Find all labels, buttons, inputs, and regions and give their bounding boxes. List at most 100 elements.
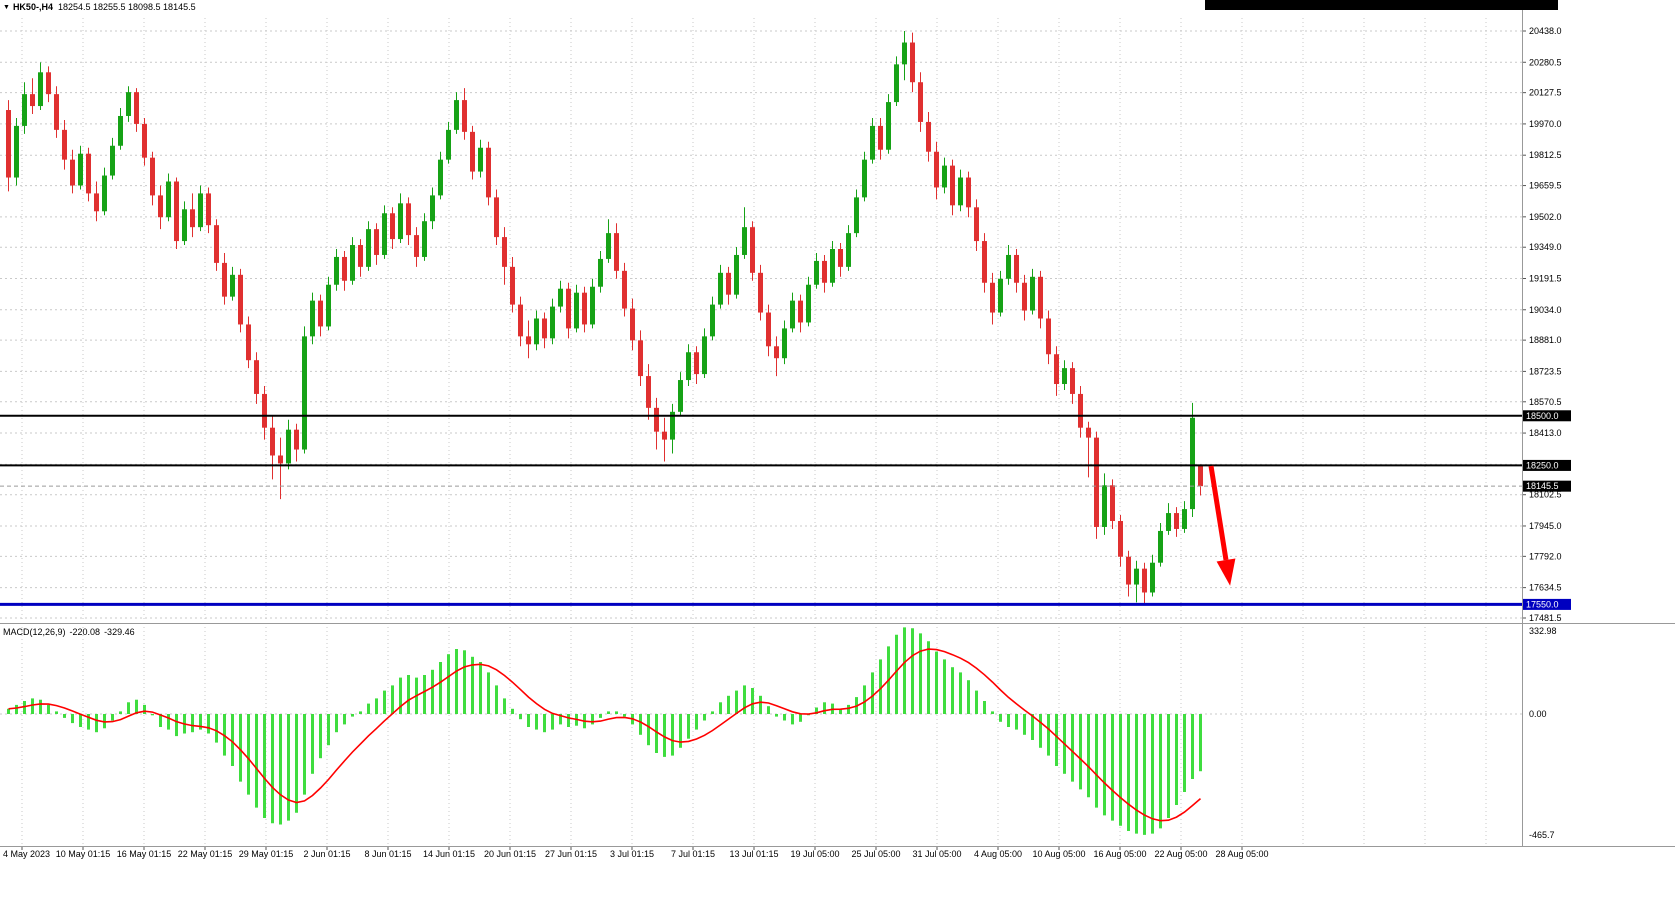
price-axis-label: 17481.5 [1529,613,1562,623]
candle-body [110,145,115,176]
ohlc-values: 18254.5 18255.5 18098.5 18145.5 [57,2,196,12]
candle-body [254,360,259,394]
candle-body [78,153,83,186]
candle-body [446,129,451,160]
candle-body [510,266,515,305]
candle-body [1150,562,1155,593]
candle-body [718,272,723,305]
time-axis-label: 27 Jun 01:15 [545,849,597,859]
price-badge-label: 18250.0 [1526,460,1559,470]
candle-body [926,121,931,152]
candle-body [126,92,131,116]
candle-body [142,123,147,158]
candle-body [886,102,891,150]
candle-body [710,304,715,337]
candle-body [726,272,731,295]
candle-body [534,318,539,345]
candle-body [1110,485,1115,522]
macd-label: MACD(12,26,9) [3,627,66,637]
candle-body [1038,276,1043,319]
candle-body [350,245,355,281]
candle-body [574,292,579,329]
candle-body [494,197,499,238]
price-badge [1523,410,1571,422]
candle-body [606,233,611,259]
price-axis-label: 18723.5 [1529,366,1562,376]
price-axis-label: 20438.0 [1529,26,1562,36]
time-axis-label: 10 Aug 05:00 [1032,849,1085,859]
candle-body [822,260,827,283]
candle-body [894,64,899,103]
time-axis-label: 7 Jul 01:15 [671,849,715,859]
candle-body [798,300,803,323]
symbol-name: HK50-,H4 [12,2,53,12]
candle-body [862,159,867,198]
annotation-layer[interactable] [1208,465,1236,586]
candle-body [566,288,571,329]
candle-body [1174,513,1179,529]
price-axis-label: 17792.0 [1529,551,1562,561]
top-black-bar [1205,0,1558,10]
candle-body [550,306,555,339]
candle-body [334,256,339,285]
price-axis-label: 20127.5 [1529,88,1562,98]
candle-body [390,213,395,240]
candle-body [62,129,67,160]
candle-body [846,233,851,267]
candle-body [158,195,163,218]
candle-body [750,227,755,273]
price-badge [1523,480,1571,492]
candle-body [414,235,419,257]
candle-body [1182,509,1187,529]
candle-body [998,278,1003,313]
candle-body [310,300,315,337]
time-axis[interactable]: 4 May 2023 10 May 01:15 16 May 01:15 22 May… [3,846,1269,859]
candle-body [166,181,171,218]
candle-body [134,92,139,124]
candle-body [14,125,19,178]
candle-body [318,300,323,327]
macd-axis-label: 332.98 [1529,626,1557,636]
candle-body [982,241,987,283]
candle-body [966,177,971,208]
candle-body [270,427,275,456]
macd-indicator-label: MACD(12,26,9) -220.08 -329.46 [3,627,139,638]
symbol-dropdown-icon[interactable]: ▼ [3,4,10,11]
candle-body [1014,254,1019,283]
time-axis-label: 28 Aug 05:00 [1215,849,1268,859]
candle-body [1062,368,1067,385]
down-arrow-shaft[interactable] [1208,465,1229,561]
candle-body [1158,530,1163,563]
candle-body [502,237,507,267]
candle-body [854,197,859,234]
grid-layer [0,18,1522,845]
candle-body [702,336,707,375]
candle-body [366,229,371,267]
candle-body [1198,464,1203,487]
time-axis-label: 8 Jun 01:15 [364,849,411,859]
candle-body [1054,354,1059,385]
time-axis-label: 29 May 01:15 [239,849,294,859]
down-arrow-head[interactable] [1216,558,1236,586]
candle-body [190,209,195,228]
candle-body [174,181,179,242]
candle-body [1142,568,1147,593]
price-axis[interactable]: 20438.0 20280.5 20127.5 19970.0 19812.5 19659… [1522,26,1571,840]
candle-body [470,131,475,172]
candle-body [326,284,331,327]
hlines-layer[interactable] [0,414,1522,606]
candle-body [22,94,27,126]
candle-body [6,110,11,178]
candle-body [678,380,683,412]
candle-body [630,308,635,341]
time-axis-label: 2 Jun 01:15 [303,849,350,859]
candle-body [302,336,307,450]
candle-body [646,376,651,408]
candle-body [38,72,43,107]
price-axis-label: 17945.0 [1529,521,1562,531]
candle-body [910,42,915,83]
candle-body [486,147,491,198]
candle-body [526,336,531,345]
